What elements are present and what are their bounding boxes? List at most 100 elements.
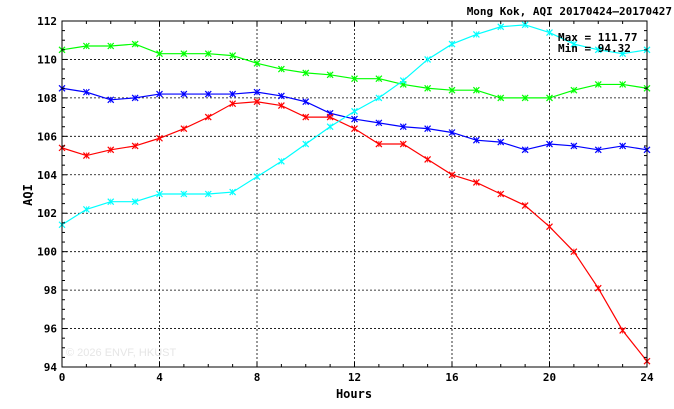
chart-title: Mong Kok, AQI 20170424—20170427 xyxy=(467,5,672,18)
data-point xyxy=(424,56,432,63)
data-point xyxy=(156,50,163,58)
series-0 xyxy=(58,40,651,102)
data-point xyxy=(521,94,529,102)
data-point xyxy=(253,173,261,181)
data-point xyxy=(229,188,237,196)
data-point xyxy=(229,100,237,108)
data-point xyxy=(570,142,578,150)
data-point xyxy=(204,113,212,121)
y-tick-label: 108 xyxy=(37,92,57,105)
data-point xyxy=(594,284,602,292)
y-tick-label: 94 xyxy=(44,361,58,374)
data-point xyxy=(375,94,383,102)
data-point xyxy=(399,77,407,85)
series-layer xyxy=(58,21,651,365)
data-point xyxy=(229,52,237,60)
data-point xyxy=(570,40,578,48)
data-point xyxy=(594,46,602,54)
data-point xyxy=(253,88,261,96)
data-point xyxy=(156,90,163,98)
data-point xyxy=(82,42,90,50)
data-point xyxy=(277,102,285,110)
x-tick-label: 16 xyxy=(445,371,459,384)
data-point xyxy=(107,96,115,104)
data-point xyxy=(619,50,627,58)
data-point xyxy=(253,59,261,67)
data-point xyxy=(180,190,188,198)
data-point xyxy=(131,40,139,48)
data-point xyxy=(448,86,456,94)
y-tick-label: 104 xyxy=(37,169,57,182)
data-point xyxy=(448,40,456,48)
data-point xyxy=(277,157,285,165)
data-point xyxy=(375,119,383,127)
y-tick-label: 106 xyxy=(37,130,57,143)
data-point xyxy=(229,90,237,98)
data-point xyxy=(107,42,115,50)
data-point xyxy=(399,123,407,131)
data-point xyxy=(82,205,90,213)
data-point xyxy=(546,140,553,148)
x-tick-label: 8 xyxy=(254,371,261,384)
x-tick-label: 24 xyxy=(640,371,654,384)
data-point xyxy=(619,81,627,88)
x-tick-label: 0 xyxy=(59,371,66,384)
data-point xyxy=(302,69,310,77)
data-point xyxy=(472,31,480,38)
watermark: © 2026 ENVF, HKUST xyxy=(66,347,176,359)
data-point xyxy=(619,142,627,150)
data-point xyxy=(570,248,578,256)
data-point xyxy=(180,125,188,133)
data-point xyxy=(594,81,602,88)
x-tick-label: 4 xyxy=(156,371,163,384)
data-point xyxy=(497,94,505,102)
data-point xyxy=(326,123,334,131)
data-point xyxy=(375,140,383,148)
min-annotation: Min = 94.32 xyxy=(558,42,631,55)
data-point xyxy=(326,113,334,121)
y-tick-label: 96 xyxy=(44,323,58,336)
data-point xyxy=(131,198,139,206)
data-point xyxy=(497,23,505,31)
grid-lines xyxy=(62,21,647,367)
data-point xyxy=(521,202,529,209)
data-point xyxy=(107,146,115,154)
data-point xyxy=(594,146,602,154)
data-point xyxy=(497,190,505,198)
data-point xyxy=(424,125,432,133)
data-point xyxy=(546,29,553,36)
y-axis-label: AQI xyxy=(21,184,35,206)
data-point xyxy=(204,90,212,98)
data-point xyxy=(375,75,383,83)
data-point xyxy=(107,198,115,206)
data-point xyxy=(521,146,529,154)
data-point xyxy=(277,92,285,100)
data-point xyxy=(424,155,432,163)
data-point xyxy=(180,50,188,58)
data-point xyxy=(253,98,261,106)
data-point xyxy=(180,90,188,98)
data-point xyxy=(302,140,310,148)
data-point xyxy=(546,94,553,102)
data-point xyxy=(302,113,310,121)
x-tick-label: 20 xyxy=(543,371,556,384)
x-tick-label: 12 xyxy=(348,371,361,384)
series-3 xyxy=(58,21,651,229)
data-point xyxy=(448,171,456,179)
data-point xyxy=(156,190,163,198)
data-point xyxy=(399,140,407,148)
data-point xyxy=(570,86,578,94)
data-point xyxy=(82,88,90,96)
data-point xyxy=(546,223,553,231)
data-point xyxy=(204,190,212,198)
data-point xyxy=(351,75,358,83)
data-point xyxy=(497,138,505,146)
data-point xyxy=(302,98,310,106)
y-tick-label: 110 xyxy=(37,53,57,66)
data-point xyxy=(472,136,480,144)
max-annotation: Max = 111.77 xyxy=(558,31,637,44)
data-point xyxy=(156,134,163,142)
data-point xyxy=(472,86,480,94)
data-point xyxy=(204,50,212,58)
